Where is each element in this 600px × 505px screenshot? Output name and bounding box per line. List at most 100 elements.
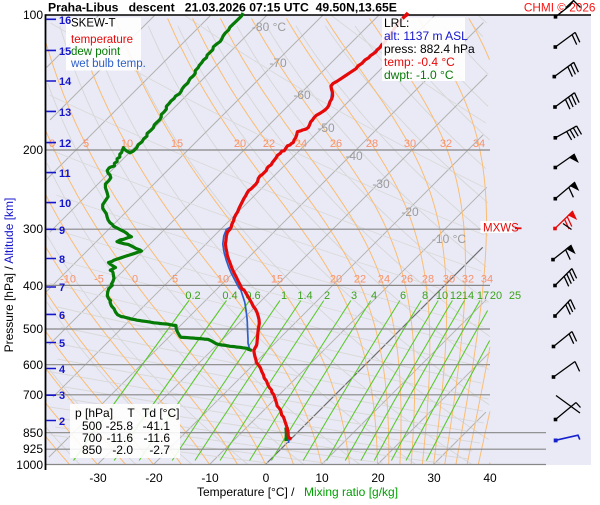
svg-text:0.2: 0.2: [185, 290, 200, 302]
svg-text:2: 2: [59, 416, 65, 428]
svg-text:temp: -0.4 °C: temp: -0.4 °C: [384, 55, 455, 69]
svg-text:30: 30: [443, 274, 455, 286]
svg-text:p [hPa]: p [hPa]: [75, 406, 113, 420]
svg-text:T: T: [127, 406, 135, 420]
svg-text:-80 °C: -80 °C: [252, 20, 286, 34]
svg-text:10: 10: [436, 290, 448, 302]
svg-text:10: 10: [59, 198, 71, 210]
svg-text:4: 4: [59, 364, 66, 376]
svg-text:-41.1: -41.1: [143, 419, 171, 433]
svg-text:10: 10: [315, 471, 329, 485]
svg-text:-30: -30: [89, 471, 107, 485]
svg-text:3: 3: [351, 290, 357, 302]
svg-text:5: 5: [59, 338, 65, 350]
svg-text:-50: -50: [317, 121, 335, 135]
svg-text:-70: -70: [269, 56, 287, 70]
svg-text:1: 1: [281, 290, 287, 302]
svg-text:24: 24: [295, 138, 307, 150]
svg-text:22: 22: [263, 138, 275, 150]
svg-text:-25.8: -25.8: [106, 419, 134, 433]
svg-text:-10: -10: [201, 471, 219, 485]
svg-text:13: 13: [59, 107, 71, 119]
svg-text:850: 850: [23, 426, 43, 440]
svg-text:20: 20: [371, 471, 385, 485]
svg-text:-20: -20: [145, 471, 163, 485]
svg-text:2: 2: [324, 290, 330, 302]
svg-text:16: 16: [59, 15, 71, 27]
svg-text:14: 14: [59, 76, 72, 88]
svg-text:-10 °C: -10 °C: [432, 232, 466, 246]
svg-text:17: 17: [477, 290, 489, 302]
svg-text:-11.6: -11.6: [107, 431, 134, 445]
svg-text:8: 8: [422, 290, 428, 302]
svg-text:300: 300: [23, 222, 43, 236]
svg-text:15: 15: [271, 274, 283, 286]
svg-text:CHMI © 2026: CHMI © 2026: [524, 1, 596, 15]
svg-text:925: 925: [23, 442, 43, 456]
svg-text:1.4: 1.4: [297, 290, 312, 302]
svg-text:LRL:: LRL:: [384, 16, 409, 30]
svg-text:25: 25: [509, 290, 521, 302]
svg-text:40: 40: [483, 471, 497, 485]
svg-text:5: 5: [172, 274, 178, 286]
svg-text:30: 30: [427, 471, 441, 485]
svg-text:dew point: dew point: [71, 46, 121, 58]
svg-text:temperature: temperature: [71, 34, 133, 46]
svg-text:-40: -40: [345, 149, 363, 163]
svg-text:400: 400: [23, 279, 43, 293]
svg-text:700: 700: [82, 431, 102, 445]
svg-text:3: 3: [59, 390, 65, 402]
svg-text:32: 32: [462, 274, 474, 286]
svg-text:-60: -60: [293, 88, 311, 102]
svg-text:5: 5: [83, 138, 89, 150]
svg-text:500: 500: [23, 322, 43, 336]
svg-text:30: 30: [404, 138, 416, 150]
svg-text:20: 20: [330, 274, 342, 286]
svg-text:12: 12: [59, 138, 71, 150]
svg-text:Pressure [hPa] / Altitude [k: Pressure [hPa] / Altitude [km]: [2, 198, 16, 353]
svg-text:0.4: 0.4: [222, 290, 237, 302]
svg-text:22: 22: [354, 274, 366, 286]
svg-text:7: 7: [59, 282, 65, 294]
svg-text:100: 100: [23, 8, 43, 22]
svg-text:dwpt: -1.0 °C: dwpt: -1.0 °C: [384, 68, 454, 82]
svg-text:600: 600: [23, 358, 43, 372]
svg-text:20: 20: [234, 138, 246, 150]
svg-text:34: 34: [473, 138, 485, 150]
svg-text:200: 200: [23, 143, 43, 157]
svg-text:15: 15: [59, 46, 71, 58]
svg-text:14: 14: [462, 290, 474, 302]
svg-text:700: 700: [23, 388, 43, 402]
svg-text:8: 8: [59, 254, 65, 266]
svg-text:12: 12: [450, 290, 462, 302]
svg-text:10: 10: [217, 274, 229, 286]
svg-text:-2.7: -2.7: [149, 443, 170, 457]
svg-text:28: 28: [422, 274, 434, 286]
svg-text:24: 24: [378, 274, 390, 286]
svg-text:Mixing ratio [g/kg]: Mixing ratio [g/kg]: [304, 485, 398, 499]
svg-text:Td [°C]: Td [°C]: [142, 406, 179, 420]
svg-text:11: 11: [59, 168, 71, 180]
svg-text:20: 20: [490, 290, 502, 302]
svg-text:-2.0: -2.0: [112, 443, 133, 457]
svg-text:0: 0: [263, 471, 270, 485]
svg-text:850: 850: [82, 443, 102, 457]
svg-text:-20: -20: [401, 205, 419, 219]
svg-text:15: 15: [171, 138, 183, 150]
svg-text:0: 0: [49, 138, 55, 150]
svg-text:-5: -5: [94, 274, 104, 286]
svg-text:wet bulb temp.: wet bulb temp.: [70, 58, 146, 70]
svg-text:9: 9: [59, 225, 65, 237]
svg-text:500: 500: [82, 419, 102, 433]
svg-text:Praha-Libus descent 21.03.: Praha-Libus descent 21.03.2026 07:15 UTC…: [48, 1, 397, 15]
svg-text:28: 28: [366, 138, 378, 150]
svg-text:press: 882.4 hPa: press: 882.4 hPa: [384, 42, 475, 56]
svg-text:1000: 1000: [16, 458, 43, 472]
svg-text:MXWS: MXWS: [483, 223, 519, 235]
svg-text:-30: -30: [372, 177, 390, 191]
svg-text:26: 26: [330, 138, 342, 150]
svg-text:34: 34: [481, 274, 493, 286]
svg-text:6: 6: [59, 310, 65, 322]
svg-text:0: 0: [132, 274, 138, 286]
svg-text:4: 4: [371, 290, 377, 302]
